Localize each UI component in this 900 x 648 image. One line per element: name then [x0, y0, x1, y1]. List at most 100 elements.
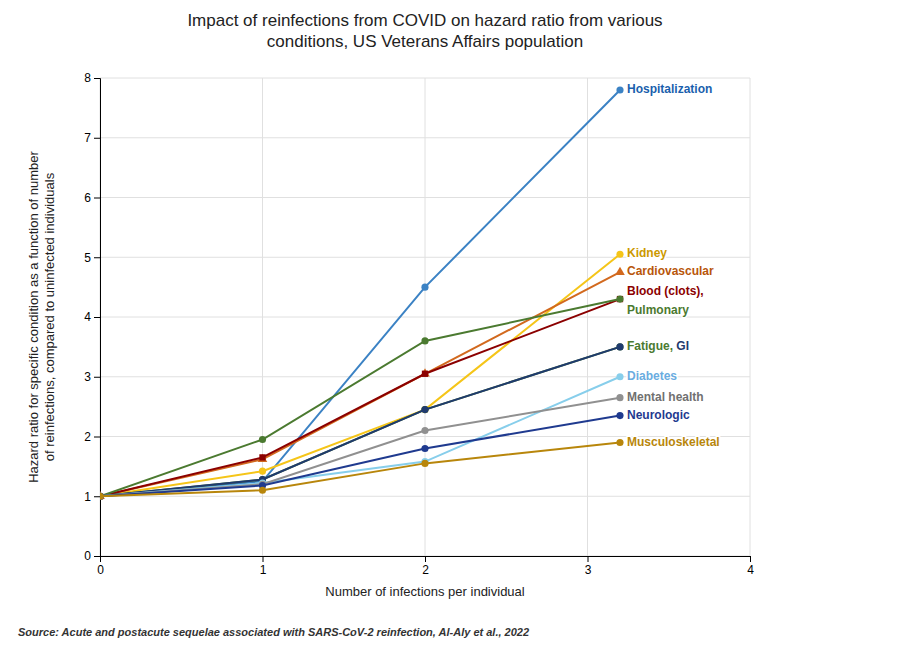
series — [100, 343, 624, 500]
tick-label: 5 — [84, 251, 91, 265]
point — [100, 493, 104, 500]
axis-line — [94, 79, 101, 557]
tick-mark — [94, 437, 100, 438]
title-line: conditions, US Veterans Affairs populati… — [267, 32, 583, 51]
point — [616, 296, 623, 303]
x-axis: 0 1 2 3 4 — [97, 556, 754, 577]
point — [259, 454, 265, 460]
point — [421, 406, 428, 413]
tick-mark — [94, 198, 100, 199]
y-axis-title-line: of reinfections, compared to uninfected … — [42, 172, 57, 461]
series-group — [100, 86, 625, 499]
tick: 5 — [84, 251, 100, 265]
tick-label: 8 — [84, 71, 91, 85]
tick-label: 4 — [747, 563, 754, 577]
annotation: Pulmonary — [627, 303, 689, 317]
tick-label: 3 — [585, 563, 592, 577]
point — [616, 373, 623, 380]
tick-mark — [94, 317, 100, 318]
series — [100, 439, 624, 500]
line — [100, 347, 620, 496]
series — [100, 267, 625, 499]
point — [616, 251, 623, 258]
point — [100, 493, 104, 500]
annotation: Mental health — [627, 390, 704, 404]
plot-area: 01234012345678HospitalizationKidneyCardi… — [84, 71, 754, 576]
series — [100, 296, 624, 500]
tick-mark — [94, 78, 100, 79]
point — [616, 343, 623, 350]
source: Source: Acute and postacute sequelae ass… — [18, 626, 529, 638]
tick-label: 4 — [84, 310, 91, 324]
tick-mark — [750, 556, 751, 562]
point — [100, 493, 104, 500]
point — [100, 493, 104, 500]
tick-mark — [94, 138, 100, 139]
line — [100, 272, 620, 496]
point — [421, 406, 428, 413]
series — [100, 296, 623, 500]
tick: 4 — [84, 310, 100, 324]
annotation: Kidney — [627, 246, 667, 260]
tick-label: 0 — [97, 563, 104, 577]
tick-mark — [425, 556, 426, 562]
tick: 8 — [84, 71, 100, 85]
point — [616, 86, 623, 93]
tick-label: 2 — [422, 563, 429, 577]
annotation-part: Fatigue, — [627, 339, 676, 353]
line — [100, 398, 620, 497]
point — [259, 487, 266, 494]
tick-label: 7 — [84, 131, 91, 145]
tick: 1 — [84, 490, 100, 504]
title-line: Impact of reinfections from COVID on haz… — [187, 11, 662, 30]
grid-line-x — [425, 78, 426, 556]
point — [616, 412, 623, 419]
tick-mark — [94, 496, 100, 497]
point — [100, 493, 104, 500]
tick: 3 — [84, 370, 100, 384]
tick: 0 — [97, 556, 104, 577]
chart: 01234012345678HospitalizationKidneyCardi… — [0, 0, 900, 648]
line — [100, 299, 620, 496]
series — [100, 86, 624, 499]
tick: 0 — [84, 549, 100, 563]
point — [616, 394, 623, 401]
line — [100, 254, 620, 496]
tick-label: 1 — [260, 563, 267, 577]
tick: 7 — [84, 131, 100, 145]
series — [100, 394, 624, 500]
point — [421, 460, 428, 467]
y-axis: 0 1 2 3 4 5 6 7 8 — [84, 71, 100, 563]
point — [100, 493, 104, 500]
annotations: HospitalizationKidneyCardiovascularBlood… — [627, 82, 720, 449]
annotation: Blood (clots), — [627, 284, 704, 298]
point — [259, 468, 266, 475]
point — [616, 343, 623, 350]
tick-mark — [94, 257, 100, 258]
point — [422, 371, 428, 377]
point — [100, 493, 104, 500]
point — [421, 337, 428, 344]
y-axis-title: Hazard ratio for specific condition as a… — [26, 150, 57, 482]
point — [421, 284, 428, 291]
line — [100, 442, 620, 496]
annotation: Diabetes — [627, 369, 677, 383]
line — [100, 416, 620, 497]
point — [421, 445, 428, 452]
tick-mark — [94, 377, 100, 378]
tick: 3 — [585, 556, 592, 577]
tick-label: 6 — [84, 191, 91, 205]
line — [100, 299, 620, 496]
tick-label: 2 — [84, 430, 91, 444]
tick-label: 1 — [84, 490, 91, 504]
point — [616, 439, 623, 446]
title: Impact of reinfections from COVID on haz… — [187, 11, 662, 51]
x-axis-title: Number of infections per individual — [325, 584, 525, 599]
tick: 2 — [422, 556, 429, 577]
point — [421, 427, 428, 434]
y-axis-title-line: Hazard ratio for specific condition as a… — [26, 150, 41, 482]
annotation: Cardiovascular — [627, 264, 714, 278]
tick: 1 — [260, 556, 267, 577]
point — [617, 296, 623, 302]
annotation: Neurologic — [627, 408, 690, 422]
